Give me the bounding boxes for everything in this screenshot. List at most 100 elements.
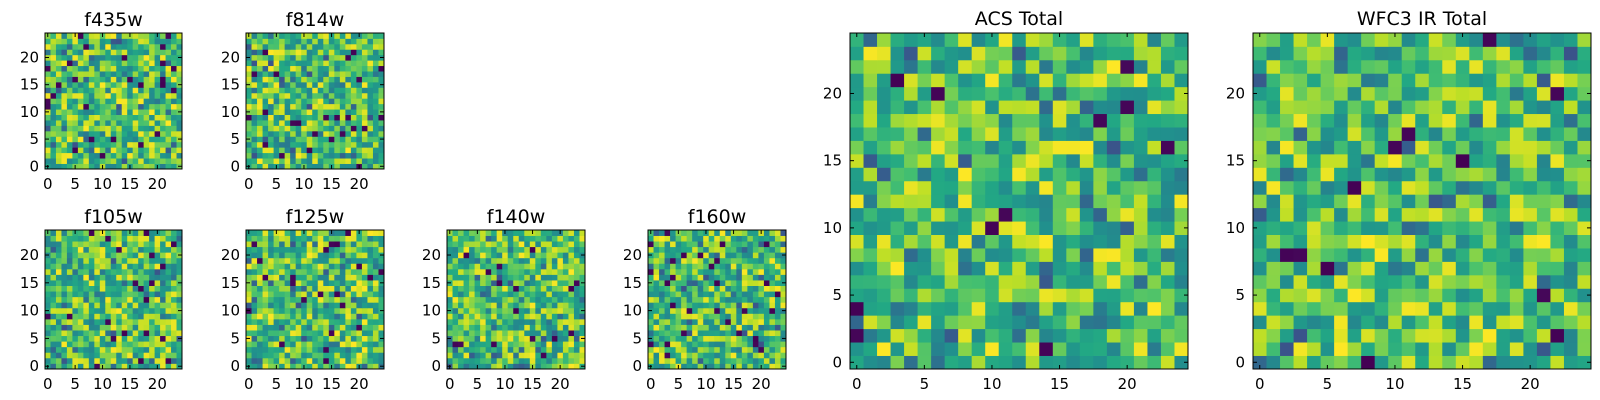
heatmap-cell bbox=[99, 335, 106, 342]
heatmap-cell bbox=[681, 280, 688, 286]
heatmap-cell bbox=[372, 352, 379, 359]
heatmap-cell bbox=[339, 141, 346, 148]
heatmap-cell bbox=[1106, 127, 1121, 141]
heatmap-cell bbox=[121, 147, 128, 154]
heatmap-cell bbox=[697, 318, 704, 325]
heatmap-cell bbox=[345, 43, 352, 50]
heatmap-cell bbox=[736, 352, 743, 359]
heatmap-cell bbox=[1509, 194, 1524, 209]
heatmap-cell bbox=[306, 246, 313, 253]
heatmap-cell bbox=[328, 291, 335, 298]
heatmap-cell bbox=[568, 257, 575, 264]
heatmap-cell bbox=[356, 257, 363, 264]
heatmap-cell bbox=[769, 291, 776, 298]
heatmap-cell bbox=[1307, 180, 1321, 195]
heatmap-cell bbox=[55, 252, 62, 259]
heatmap-cell bbox=[83, 120, 90, 126]
x-tick-label: 5 bbox=[920, 375, 930, 393]
heatmap-cell bbox=[132, 324, 139, 331]
heatmap-cell bbox=[719, 341, 726, 348]
heatmap-cell bbox=[132, 257, 139, 264]
heatmap-cell bbox=[301, 252, 308, 259]
heatmap-cell bbox=[356, 274, 363, 281]
heatmap-cell bbox=[1293, 261, 1308, 276]
heatmap-cell bbox=[105, 302, 112, 309]
heatmap-cell bbox=[675, 324, 682, 331]
heatmap-cell bbox=[648, 235, 654, 242]
heatmap-cell bbox=[143, 324, 150, 331]
heatmap-cell bbox=[176, 235, 183, 242]
heatmap-cell bbox=[1293, 153, 1308, 168]
heatmap-cell bbox=[708, 263, 715, 270]
heatmap-cell bbox=[367, 291, 374, 298]
heatmap-cell bbox=[850, 180, 864, 195]
heatmap-cell bbox=[1079, 342, 1094, 356]
heatmap-cell bbox=[105, 152, 112, 159]
heatmap-cell bbox=[246, 263, 252, 270]
heatmap-cell bbox=[1147, 33, 1162, 47]
heatmap-cell bbox=[378, 257, 385, 264]
heatmap-cell bbox=[540, 352, 547, 359]
heatmap-cell bbox=[1401, 342, 1416, 356]
heatmap-cell bbox=[774, 268, 781, 275]
heatmap-cell bbox=[334, 280, 341, 286]
heatmap-cell bbox=[562, 346, 569, 353]
heatmap-cell bbox=[127, 335, 134, 342]
heatmap-cell bbox=[496, 274, 503, 281]
heatmap-cell bbox=[458, 357, 464, 364]
heatmap-cell bbox=[105, 313, 112, 320]
heatmap-cell bbox=[290, 335, 297, 342]
heatmap-cell bbox=[345, 280, 352, 286]
heatmap-cell bbox=[367, 141, 374, 148]
heatmap-cell bbox=[361, 33, 368, 39]
heatmap-cell bbox=[573, 335, 580, 342]
heatmap-cell bbox=[339, 33, 346, 39]
heatmap-cell bbox=[1401, 194, 1416, 209]
heatmap-cell bbox=[758, 330, 765, 337]
heatmap-cell bbox=[328, 335, 335, 342]
heatmap-cell bbox=[176, 246, 183, 253]
heatmap-cell bbox=[301, 274, 308, 281]
x-tick-label: 5 bbox=[70, 375, 80, 393]
heatmap-cell bbox=[290, 65, 297, 72]
heatmap-cell bbox=[154, 120, 161, 126]
heatmap-cell bbox=[361, 285, 368, 292]
heatmap-cell bbox=[66, 152, 73, 159]
heatmap-cell bbox=[452, 285, 459, 292]
heatmap-cell bbox=[1133, 73, 1148, 88]
heatmap-cell bbox=[246, 141, 252, 148]
heatmap-cell bbox=[1374, 342, 1389, 356]
heatmap-cell bbox=[50, 65, 57, 72]
heatmap-cell bbox=[551, 263, 558, 270]
heatmap-cell bbox=[132, 335, 139, 342]
heatmap-cell bbox=[692, 318, 699, 325]
heatmap-cell bbox=[664, 352, 671, 359]
heatmap-cell bbox=[1536, 328, 1551, 343]
heatmap-cell bbox=[491, 335, 498, 342]
heatmap-cell bbox=[367, 147, 374, 154]
heatmap-cell bbox=[345, 92, 352, 99]
heatmap-cell bbox=[474, 241, 481, 248]
heatmap-cell bbox=[474, 274, 481, 281]
heatmap-cell bbox=[323, 81, 330, 88]
heatmap-cell bbox=[1334, 194, 1349, 209]
heatmap-cell bbox=[105, 71, 112, 77]
heatmap-cell bbox=[83, 268, 90, 275]
heatmap-cell bbox=[1174, 301, 1189, 316]
heatmap-cell bbox=[1025, 234, 1040, 249]
heatmap-cell bbox=[1266, 194, 1281, 209]
heatmap-cell bbox=[890, 33, 905, 47]
heatmap-cell bbox=[334, 49, 341, 56]
heatmap-cell bbox=[546, 313, 553, 320]
heatmap-cell bbox=[1066, 248, 1081, 262]
heatmap-cell bbox=[557, 330, 564, 337]
heatmap-cell bbox=[334, 109, 341, 115]
heatmap-cell bbox=[747, 241, 754, 248]
heatmap-cell bbox=[105, 60, 112, 67]
heatmap-cell bbox=[529, 274, 536, 281]
heatmap-cell bbox=[1093, 153, 1108, 168]
heatmap-cell bbox=[312, 313, 319, 320]
heatmap-cell bbox=[110, 38, 117, 45]
heatmap-cell bbox=[763, 252, 770, 259]
heatmap-cell bbox=[350, 125, 357, 132]
